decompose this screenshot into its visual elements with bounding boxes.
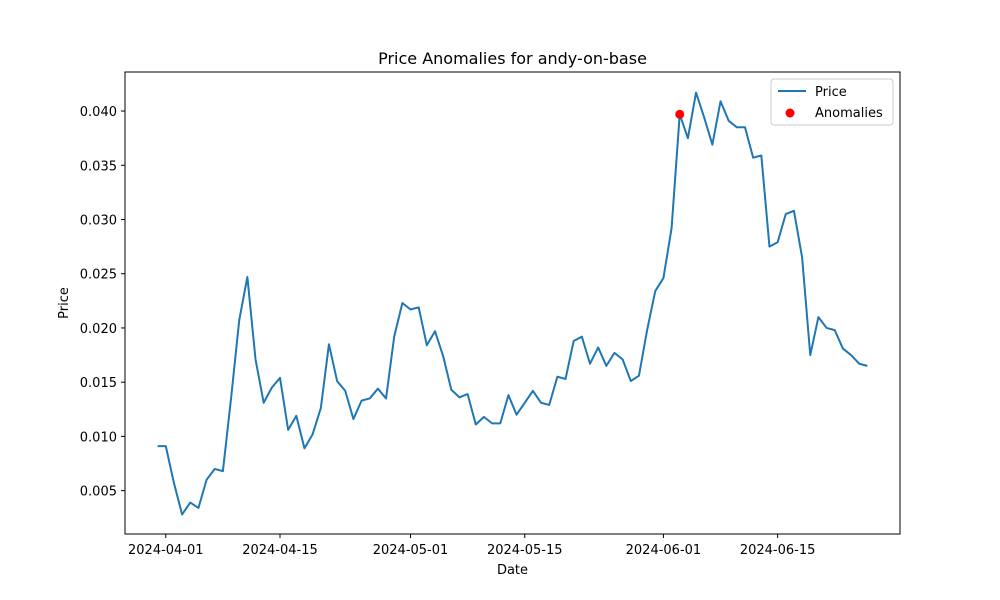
x-axis-label: Date [497, 563, 528, 578]
y-tick-label: 0.015 [80, 376, 117, 391]
plot-frame [124, 71, 901, 535]
legend: Price Anomalies [770, 78, 894, 126]
x-tick-label: 2024-06-15 [740, 543, 816, 558]
y-tick-label: 0.010 [80, 430, 117, 445]
legend-anomalies-swatch [785, 108, 795, 118]
y-axis-label: Price [57, 287, 72, 319]
y-tick-label: 0.025 [80, 268, 117, 283]
anomaly-point [675, 109, 685, 119]
y-tick-label: 0.005 [80, 485, 117, 500]
axes-layer: 2024-04-01 2024-04-15 2024-05-01 2024-05-15… [80, 105, 816, 558]
legend-anomalies-label: Anomalies [815, 106, 883, 121]
x-tick-label: 2024-04-15 [242, 543, 318, 558]
y-tick-label: 0.020 [80, 322, 117, 337]
x-tick-label: 2024-06-01 [626, 543, 702, 558]
legend-price-label: Price [815, 85, 847, 100]
x-tick-label: 2024-05-01 [373, 543, 449, 558]
y-tick-label: 0.040 [80, 105, 117, 120]
y-tick-label: 0.030 [80, 213, 117, 228]
x-tick-label: 2024-05-15 [487, 543, 563, 558]
plot-layer [157, 91, 868, 516]
price-line [157, 91, 868, 516]
y-tick-label: 0.035 [80, 159, 117, 174]
chart-title: Price Anomalies for andy-on-base [378, 49, 647, 68]
x-tick-label: 2024-04-01 [128, 543, 204, 558]
